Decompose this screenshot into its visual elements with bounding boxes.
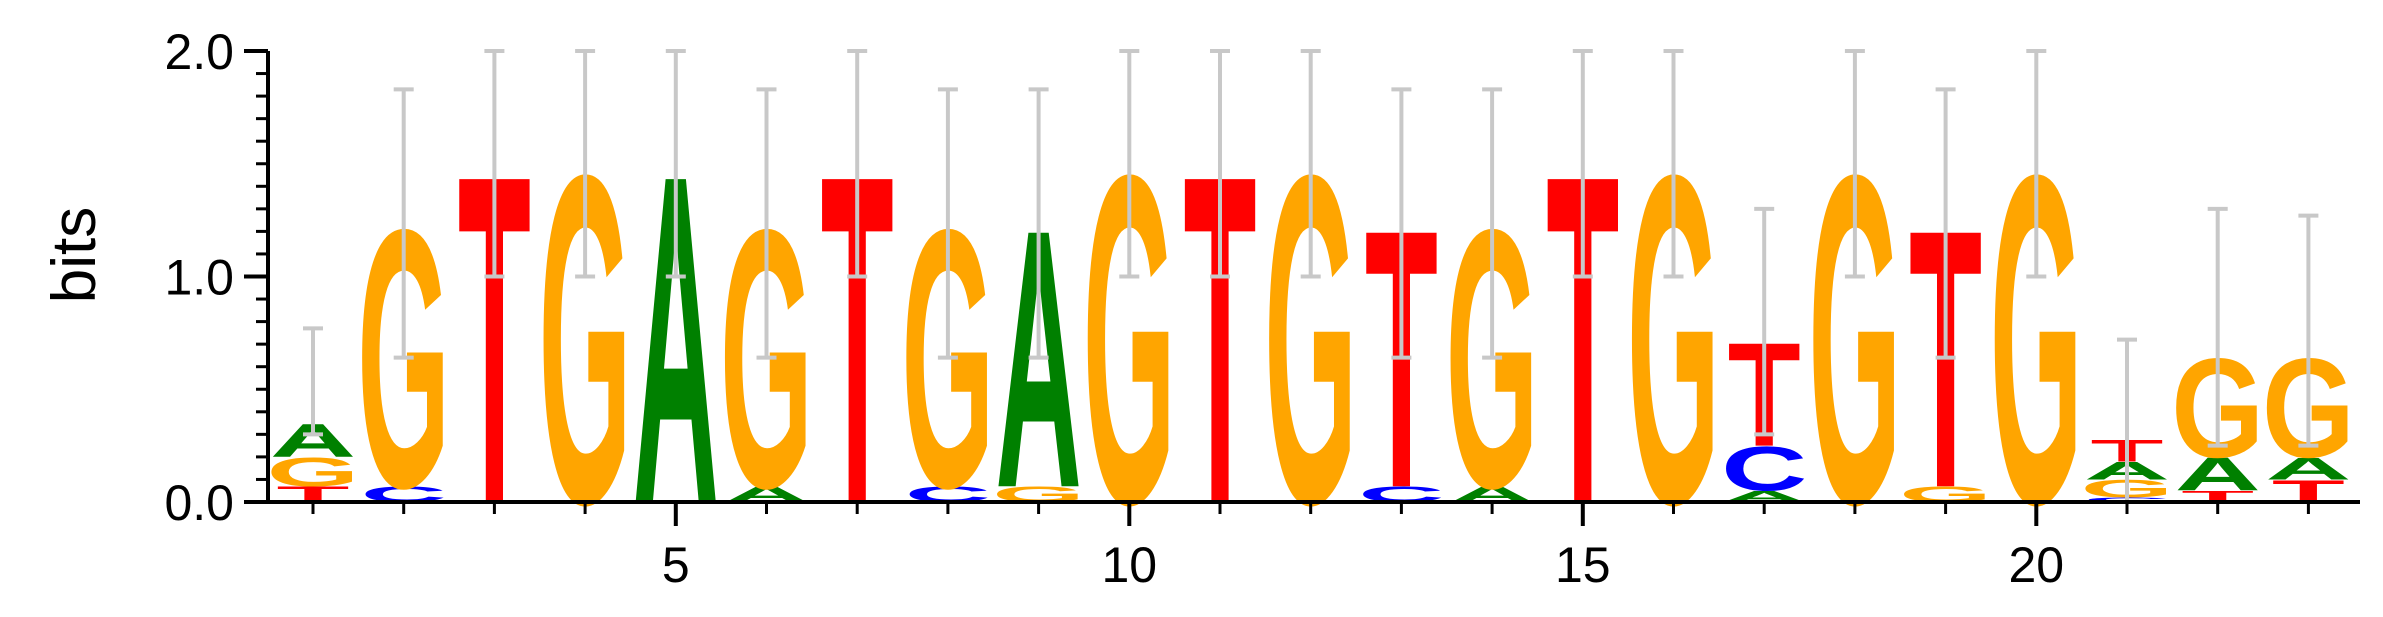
error-bar-pos-2: [393, 87, 414, 360]
error-bar-pos-18: [1844, 49, 1865, 279]
error-bar-pos-10: [1119, 49, 1140, 279]
error-bars: [303, 49, 2319, 504]
y-axis-label: bits: [40, 207, 109, 303]
error-bar-pos-16: [1663, 49, 1684, 279]
y-tick-label: 0.0: [164, 475, 234, 531]
x-tick-label: 15: [1555, 537, 1611, 593]
error-bar-pos-3: [484, 49, 505, 279]
error-bar-pos-4: [575, 49, 596, 279]
axes: 0.0 1.0 2.0 5 10 15 20: [164, 24, 2360, 593]
error-bar-pos-8: [937, 87, 958, 360]
x-tick-label: 5: [662, 537, 690, 593]
error-bar-pos-13: [1391, 87, 1412, 360]
error-bar-pos-15: [1572, 49, 1593, 279]
error-bar-pos-14: [1482, 87, 1503, 360]
error-bar-pos-9: [1028, 87, 1049, 360]
logo-letter-A-pos-23: A: [2265, 451, 2351, 486]
error-bar-pos-1: [303, 326, 323, 437]
logo-letter-C-pos-17: C: [1721, 435, 1807, 505]
y-tick-label: 2.0: [164, 24, 234, 80]
error-bar-pos-6: [756, 87, 777, 360]
error-bar-pos-19: [1935, 87, 1956, 360]
error-bar-pos-12: [1300, 49, 1321, 279]
error-bar-pos-20: [2026, 49, 2047, 279]
y-tick-label: 1.0: [164, 250, 234, 306]
error-bar-pos-7: [847, 49, 868, 279]
error-bar-pos-11: [1210, 49, 1230, 279]
error-bar-pos-5: [665, 49, 686, 279]
logo-letter-A-pos-22: A: [2175, 449, 2261, 502]
error-bar-pos-22: [2207, 206, 2228, 448]
x-tick-label: 10: [1101, 537, 1157, 593]
logo-letter-G-pos-1: G: [267, 449, 360, 495]
error-bar-pos-23: [2298, 213, 2319, 448]
error-bar-pos-17: [1754, 206, 1775, 437]
x-tick-label: 20: [2008, 537, 2064, 593]
